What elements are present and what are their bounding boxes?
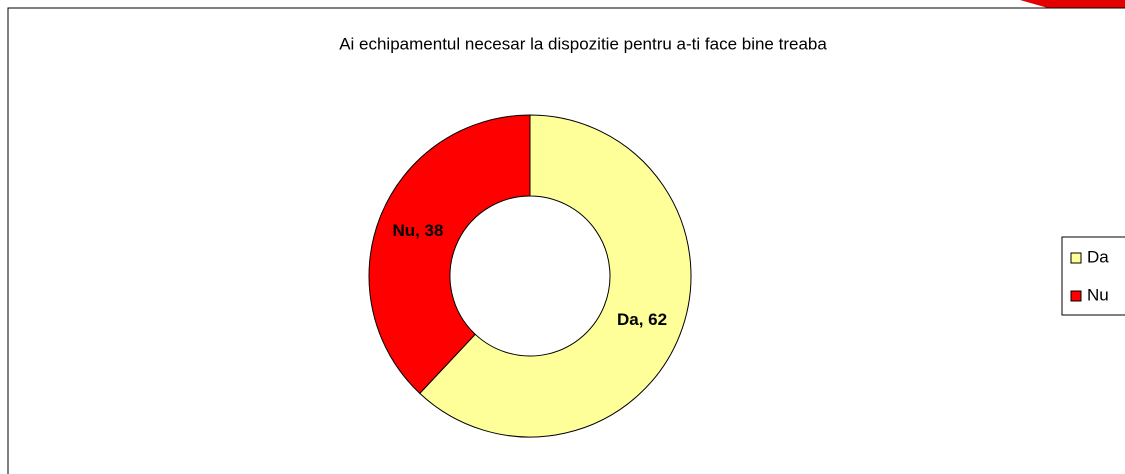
donut-slice xyxy=(419,114,692,438)
legend-box xyxy=(1061,236,1125,316)
donut-slice xyxy=(368,114,531,395)
legend-label: Da xyxy=(1087,247,1109,266)
chart-title: Ai echipamentul necesar la dispozitie pe… xyxy=(339,34,827,53)
legend-swatch xyxy=(1070,252,1082,264)
data-label: Nu, 38 xyxy=(392,221,443,240)
legend-swatch xyxy=(1070,290,1082,302)
data-label: Da, 62 xyxy=(617,310,667,329)
legend-label: Nu xyxy=(1087,285,1109,304)
